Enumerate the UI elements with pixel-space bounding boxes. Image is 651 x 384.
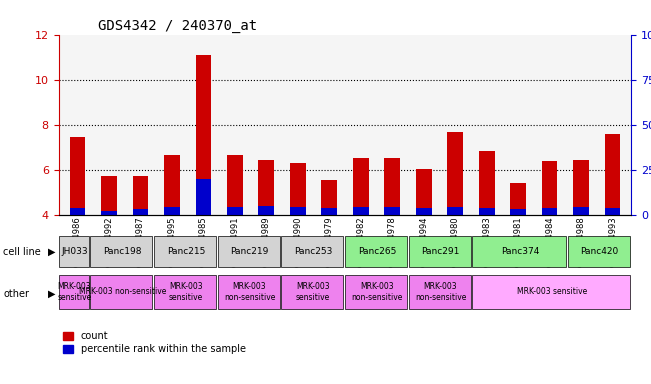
Text: Panc374: Panc374 — [501, 247, 539, 256]
FancyBboxPatch shape — [409, 275, 471, 309]
Text: MRK-003
non-sensitive: MRK-003 non-sensitive — [415, 282, 466, 301]
Bar — [164, 207, 180, 215]
Text: Panc198: Panc198 — [103, 247, 141, 256]
Text: other: other — [3, 289, 29, 299]
FancyBboxPatch shape — [473, 275, 630, 309]
FancyBboxPatch shape — [154, 236, 216, 267]
Bar — [258, 206, 274, 215]
Text: MRK-003 sensitive: MRK-003 sensitive — [517, 287, 587, 296]
FancyBboxPatch shape — [154, 275, 216, 309]
Text: cell line: cell line — [3, 247, 41, 257]
Bar — [322, 208, 337, 215]
Bar — [416, 169, 432, 215]
Bar — [227, 207, 243, 215]
Text: MRK-003
sensitive: MRK-003 sensitive — [57, 282, 92, 301]
Bar — [384, 207, 400, 215]
Bar — [101, 210, 117, 215]
FancyBboxPatch shape — [90, 236, 152, 267]
Bar — [447, 132, 463, 215]
Text: Panc420: Panc420 — [581, 247, 618, 256]
Text: MRK-003
sensitive: MRK-003 sensitive — [169, 282, 203, 301]
Bar — [384, 157, 400, 215]
Bar — [510, 184, 526, 215]
Bar — [133, 209, 148, 215]
Bar — [164, 155, 180, 215]
Bar — [227, 155, 243, 215]
Bar — [510, 209, 526, 215]
Text: Panc253: Panc253 — [294, 247, 333, 256]
Text: MRK-003 non-sensitive: MRK-003 non-sensitive — [79, 287, 166, 296]
FancyBboxPatch shape — [568, 236, 630, 267]
Text: Panc219: Panc219 — [230, 247, 269, 256]
Text: GDS4342 / 240370_at: GDS4342 / 240370_at — [98, 19, 256, 33]
Bar — [574, 160, 589, 215]
Text: MRK-003
non-sensitive: MRK-003 non-sensitive — [224, 282, 275, 301]
Text: MRK-003
non-sensitive: MRK-003 non-sensitive — [351, 282, 402, 301]
Bar — [605, 134, 620, 215]
FancyBboxPatch shape — [281, 236, 344, 267]
Bar — [416, 208, 432, 215]
Bar — [542, 161, 557, 215]
Bar — [290, 207, 306, 215]
FancyBboxPatch shape — [90, 275, 152, 309]
FancyBboxPatch shape — [281, 275, 344, 309]
Bar — [195, 55, 212, 215]
Bar — [322, 180, 337, 215]
Bar — [605, 208, 620, 215]
Text: Panc265: Panc265 — [357, 247, 396, 256]
Text: MRK-003
sensitive: MRK-003 sensitive — [296, 282, 330, 301]
Bar — [258, 160, 274, 215]
Text: JH033: JH033 — [61, 247, 88, 256]
FancyBboxPatch shape — [59, 275, 89, 309]
Bar — [478, 208, 495, 215]
Bar — [353, 207, 368, 215]
Bar — [290, 163, 306, 215]
Text: Panc291: Panc291 — [421, 247, 460, 256]
Text: Panc215: Panc215 — [167, 247, 205, 256]
FancyBboxPatch shape — [409, 236, 471, 267]
Bar — [574, 207, 589, 215]
Legend: count, percentile rank within the sample: count, percentile rank within the sample — [63, 331, 246, 354]
Bar — [542, 208, 557, 215]
Bar — [70, 137, 85, 215]
Bar — [195, 179, 212, 215]
Bar — [70, 208, 85, 215]
Bar — [101, 175, 117, 215]
Bar — [133, 175, 148, 215]
FancyBboxPatch shape — [59, 236, 89, 267]
FancyBboxPatch shape — [217, 236, 280, 267]
FancyBboxPatch shape — [345, 236, 407, 267]
FancyBboxPatch shape — [217, 275, 280, 309]
FancyBboxPatch shape — [473, 236, 566, 267]
Bar — [353, 157, 368, 215]
Text: ▶: ▶ — [48, 247, 55, 257]
Bar — [447, 207, 463, 215]
Bar — [478, 151, 495, 215]
FancyBboxPatch shape — [345, 275, 407, 309]
Text: ▶: ▶ — [48, 289, 55, 299]
